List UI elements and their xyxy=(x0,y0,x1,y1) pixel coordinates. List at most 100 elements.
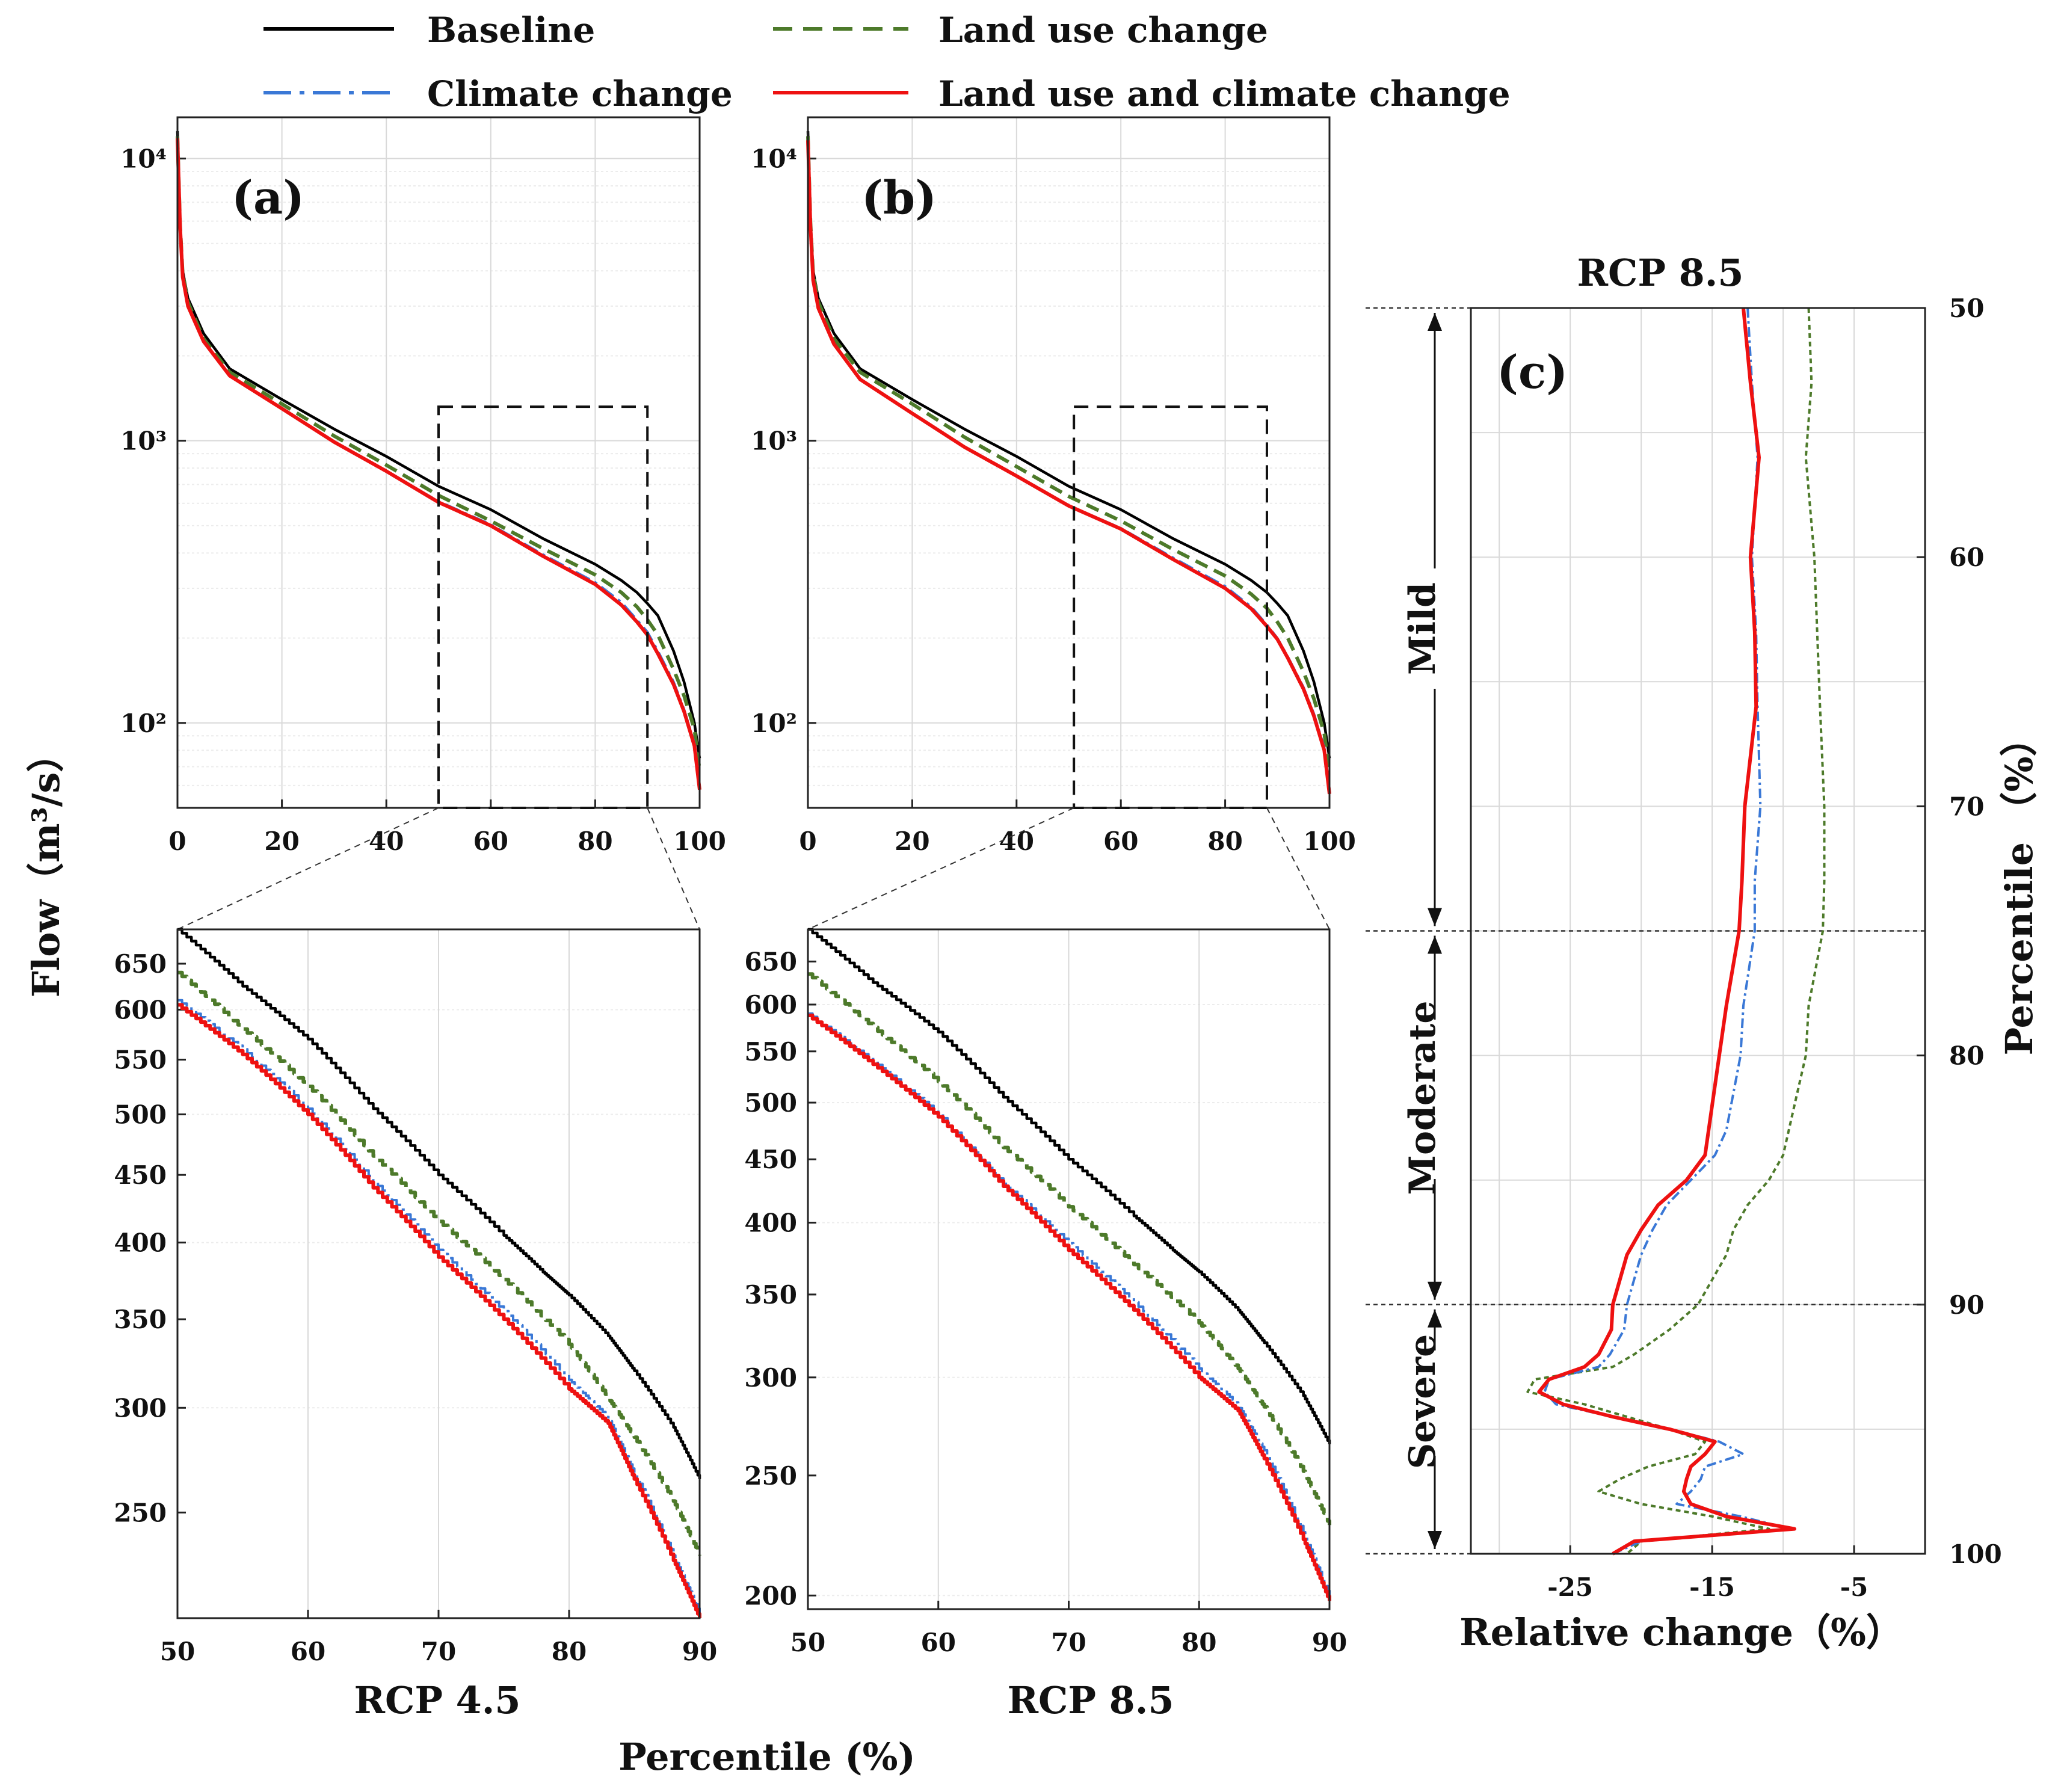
x-tick-label: 70 xyxy=(1051,1628,1086,1657)
series-line-land-use-change xyxy=(1526,307,1826,1555)
zoom-connector-left xyxy=(807,807,1074,930)
y-tick-label: 550 xyxy=(114,1045,167,1075)
y-tick-label: 10² xyxy=(751,709,797,738)
y-tick-label: 10⁴ xyxy=(120,144,167,174)
plot-frame xyxy=(807,928,1331,1610)
y-tick-label: 600 xyxy=(114,995,167,1024)
panel-b-flow-duration-rcp85: 0 20 40 60 80 100 10² 10³ 10⁴ xyxy=(751,116,1356,930)
y-tick-label: 70 xyxy=(1949,792,1984,821)
flow-axis-title: Flow（m³/s） xyxy=(24,735,68,998)
series-line-climate-change xyxy=(808,1012,1331,1596)
x-tick-label: 100 xyxy=(673,827,726,856)
x-tick-label: 60 xyxy=(921,1628,956,1657)
series-line-baseline xyxy=(806,131,1331,759)
zoom-connector-right xyxy=(1266,807,1330,930)
severity-bracket: Mild Moderate Severe xyxy=(1402,313,1444,1549)
x-tick-label: 50 xyxy=(790,1628,825,1657)
y-tick-label: 400 xyxy=(744,1209,797,1238)
severity-label-mild: Mild xyxy=(1402,582,1444,675)
x-tick-label: 40 xyxy=(999,827,1034,856)
zoom-box xyxy=(1073,405,1268,809)
legend-label-climate-change: Climate change xyxy=(427,73,733,114)
x-tick-label: 20 xyxy=(895,827,929,856)
panel-c-title: RCP 8.5 xyxy=(1577,251,1744,295)
y-tick-label: 10³ xyxy=(751,426,797,456)
series-line-land-use-and-climate-change xyxy=(808,1014,1331,1601)
panel-c-x-axis-title: Relative change（%） xyxy=(1459,1610,1903,1654)
y-tick-label: 100 xyxy=(1949,1539,2002,1569)
bracket-arrowhead xyxy=(1428,1531,1442,1549)
legend-label-land-use-and-climate-change: Land use and climate change xyxy=(938,73,1511,114)
y-tick-label: 500 xyxy=(114,1100,167,1130)
plot-frame xyxy=(176,928,701,1619)
y-tick-label: 650 xyxy=(744,947,797,976)
y-tick-label: 350 xyxy=(744,1280,797,1310)
series-line-land-use-change xyxy=(806,136,1331,774)
x-tick-label: 60 xyxy=(291,1637,325,1666)
series-line-land-use-change xyxy=(808,972,1331,1526)
bracket-arrowhead xyxy=(1428,1309,1442,1328)
y-tick-label: 90 xyxy=(1949,1290,1984,1320)
series-line-land-use-and-climate-change xyxy=(1537,307,1796,1556)
y-tick-label: 50 xyxy=(1949,294,1984,323)
x-tick-label: 70 xyxy=(421,1637,456,1666)
panel-label-a: (a) xyxy=(232,171,304,224)
y-tick-label: 10⁴ xyxy=(751,144,797,174)
rcp85-label: RCP 8.5 xyxy=(1008,1678,1174,1722)
y-tick-label: 500 xyxy=(744,1088,797,1118)
x-tick-label: 60 xyxy=(473,827,508,856)
panel-label-b: (b) xyxy=(861,171,937,224)
y-tick-label: 600 xyxy=(744,990,797,1020)
x-tick-label: 0 xyxy=(168,827,186,856)
series-line-climate-change xyxy=(807,140,1331,790)
panel-label-c: (c) xyxy=(1497,345,1568,399)
zoom-box xyxy=(437,405,649,809)
series-line-baseline xyxy=(177,928,701,1479)
series-line-land-use-and-climate-change xyxy=(806,140,1331,795)
panel-c-relative-change: -25 -15 -5 50 60 70 80 90 100 xyxy=(1366,294,2002,1602)
bracket-arrowhead xyxy=(1428,313,1442,331)
bracket-arrowhead xyxy=(1428,908,1442,926)
x-tick-label: 50 xyxy=(160,1637,195,1666)
y-tick-label: 250 xyxy=(744,1461,797,1491)
y-tick-label: 250 xyxy=(114,1498,167,1527)
series-line-land-use-and-climate-change xyxy=(177,1003,701,1618)
rcp45-label: RCP 4.5 xyxy=(354,1678,521,1722)
y-tick-label: 450 xyxy=(744,1145,797,1174)
x-tick-label: -15 xyxy=(1689,1572,1735,1602)
bracket-arrowhead xyxy=(1428,1281,1442,1300)
x-tick-label: 100 xyxy=(1303,827,1356,856)
panel-a-flow-duration-rcp45: 0 20 40 60 80 100 10² 10³ 10⁴ xyxy=(120,116,726,930)
severity-label-severe: Severe xyxy=(1402,1334,1444,1469)
series-line-baseline xyxy=(808,928,1331,1444)
series-line-land-use-and-climate-change xyxy=(176,138,701,790)
x-tick-label: 20 xyxy=(264,827,299,856)
y-tick-label: 300 xyxy=(114,1393,167,1423)
severity-label-moderate: Moderate xyxy=(1402,1001,1444,1195)
x-tick-label: 90 xyxy=(682,1637,717,1666)
legend: Baseline Land use change Climate change … xyxy=(263,10,1511,114)
series-line-land-use-change xyxy=(177,970,701,1556)
panel-c-y-axis-title: Percentile （%） xyxy=(1997,719,2041,1055)
x-tick-label: 60 xyxy=(1103,827,1138,856)
x-tick-label: -5 xyxy=(1840,1572,1869,1602)
y-tick-label: 550 xyxy=(744,1037,797,1067)
legend-label-baseline: Baseline xyxy=(427,10,595,51)
y-tick-label: 10² xyxy=(120,709,167,738)
x-tick-label: 40 xyxy=(369,827,404,856)
series-line-land-use-change xyxy=(176,136,701,771)
y-tick-label: 60 xyxy=(1949,543,1984,572)
x-tick-label: -25 xyxy=(1547,1572,1593,1602)
legend-label-land-use-change: Land use change xyxy=(938,10,1268,51)
x-tick-label: 80 xyxy=(552,1637,587,1666)
y-tick-label: 10³ xyxy=(120,426,167,456)
plot-frame xyxy=(1470,307,1926,1555)
y-tick-label: 450 xyxy=(114,1160,167,1190)
y-tick-label: 80 xyxy=(1949,1041,1984,1071)
y-tick-label: 400 xyxy=(114,1228,167,1258)
percentile-axis-title: Percentile (%) xyxy=(618,1735,916,1779)
x-tick-label: 80 xyxy=(578,827,612,856)
x-tick-label: 80 xyxy=(1207,827,1242,856)
panel-b-zoom: 50 60 70 80 90 200 250 300 350 400 450 500 550 600 650 xyxy=(744,928,1347,1657)
